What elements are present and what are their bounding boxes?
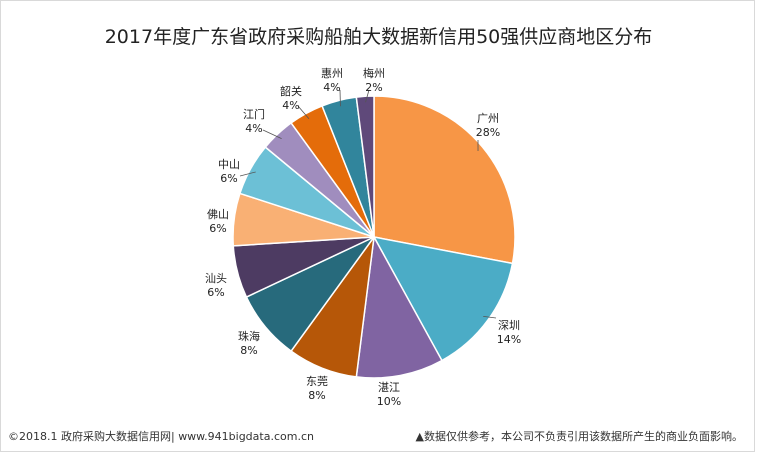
slice-name-label: 湛江 bbox=[378, 381, 400, 394]
slice-percent-label: 4% bbox=[245, 122, 262, 135]
footer-source: ©2018.1 政府采购大数据信用网| www.941bigdata.com.c… bbox=[8, 430, 314, 443]
pie-slice-1 bbox=[373, 95, 516, 265]
slice-percent-label: 8% bbox=[240, 344, 257, 357]
slice-name-label: 广州 bbox=[477, 112, 499, 125]
slice-name-label: 珠海 bbox=[238, 329, 260, 343]
pie-slice-3 bbox=[355, 234, 443, 379]
leader-line-2 bbox=[483, 315, 497, 319]
slice-percent-label: 6% bbox=[209, 222, 226, 235]
slice-name-label: 汕头 bbox=[205, 272, 227, 285]
leader-line-8 bbox=[239, 171, 256, 177]
slice-percent-label: 8% bbox=[308, 389, 325, 402]
slice-percent-label: 6% bbox=[207, 286, 224, 299]
chart-title: 2017年度广东省政府采购船舶大数据新信用50强供应商地区分布 bbox=[104, 26, 653, 48]
pie-slice-2 bbox=[372, 235, 514, 362]
slice-name-label: 梅州 bbox=[363, 66, 385, 80]
slice-percent-label: 14% bbox=[497, 333, 521, 346]
slice-name-label: 深圳 bbox=[498, 319, 520, 332]
slice-percent-label: 4% bbox=[323, 81, 340, 94]
slice-name-label: 韶关 bbox=[280, 84, 302, 98]
slice-name-label: 惠州 bbox=[321, 66, 343, 80]
slice-percent-label: 10% bbox=[377, 395, 401, 408]
slice-name-label: 东莞 bbox=[306, 375, 328, 388]
slice-percent-label: 2% bbox=[365, 81, 382, 94]
slice-name-label: 中山 bbox=[218, 158, 240, 171]
slice-name-label: 佛山 bbox=[207, 208, 229, 221]
slice-percent-label: 6% bbox=[220, 172, 237, 185]
slice-percent-label: 28% bbox=[476, 126, 500, 139]
slice-percent-label: 4% bbox=[282, 99, 299, 112]
leader-line-9 bbox=[262, 129, 282, 139]
leader-line-12 bbox=[365, 89, 370, 103]
slice-name-label: 江门 bbox=[243, 107, 265, 121]
pie-slice-12 bbox=[355, 95, 375, 238]
leader-line-10 bbox=[297, 105, 310, 119]
footer-disclaimer: ▲数据仅供参考，本公司不负责引用该数据所产生的商业负面影响。 bbox=[415, 430, 743, 443]
